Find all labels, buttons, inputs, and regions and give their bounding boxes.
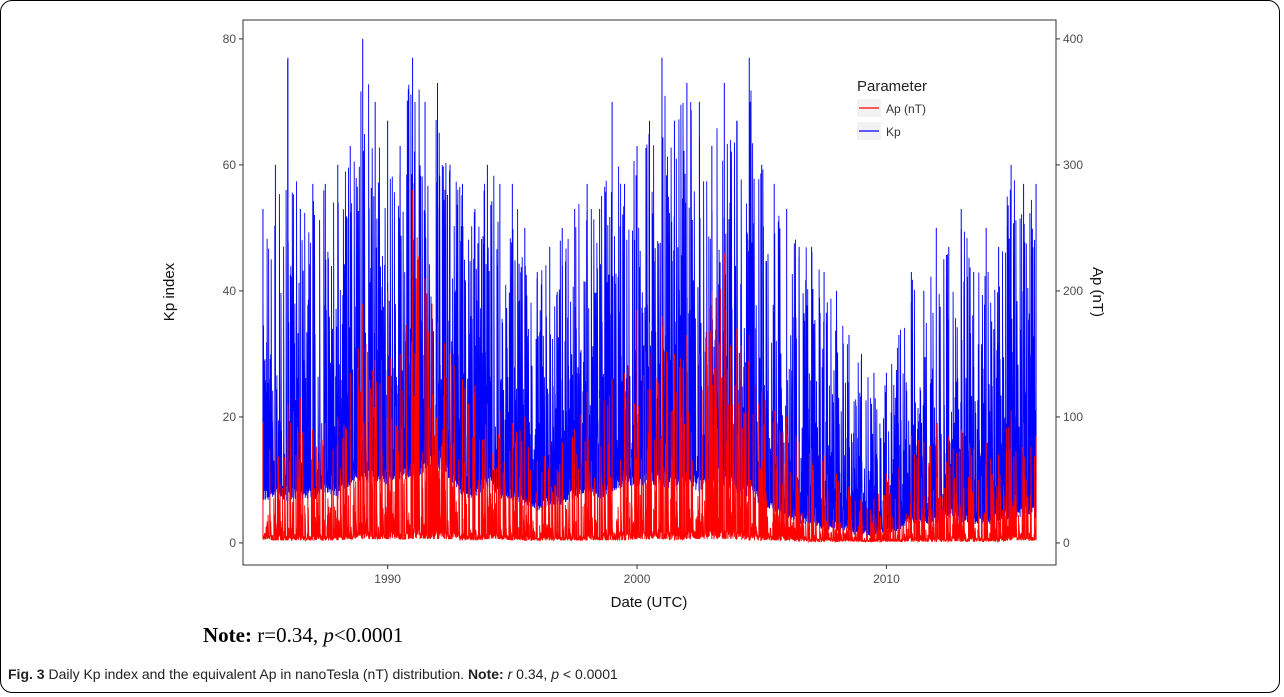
legend-title: Parameter <box>857 78 927 95</box>
y2-tick-label: 100 <box>1063 410 1083 424</box>
caption-p: p <box>551 666 559 682</box>
y2-tick-label: 0 <box>1063 536 1070 550</box>
caption-r-value: 0.34, <box>512 666 552 682</box>
y2-tick-label: 400 <box>1063 32 1083 46</box>
y2-tick-label: 300 <box>1063 158 1083 172</box>
figure-note: Note: r=0.34, p<0.0001 <box>203 623 403 648</box>
y-tick-label: 20 <box>223 410 237 424</box>
series-ap-nt <box>262 190 1037 544</box>
figure-caption: Fig. 3 Daily Kp index and the equivalent… <box>8 666 618 682</box>
x-tick-label: 1990 <box>374 572 401 586</box>
y-tick-label: 60 <box>223 158 237 172</box>
plot-panel-border <box>242 19 1057 566</box>
axis-layer: 0 20 40 60 80 0 100 200 300 400 1990 2000 2010 <box>223 32 1084 586</box>
x-tick-label: 2000 <box>624 572 651 586</box>
legend-label-kp: Kp <box>886 125 901 139</box>
caption-r: r <box>507 666 513 682</box>
caption-label: Fig. 3 <box>8 666 45 682</box>
y2-tick-label: 200 <box>1063 284 1083 298</box>
x-tick-label: 2010 <box>873 572 900 586</box>
note-r: r=0.34, <box>257 623 324 647</box>
y-tick-label: 0 <box>229 536 236 550</box>
y2-axis-title: Ap (nT) <box>1089 267 1106 317</box>
x-axis-title: Date (UTC) <box>611 594 688 611</box>
legend-label-ap: Ap (nT) <box>886 102 926 116</box>
caption-p-value: < 0.0001 <box>559 666 618 682</box>
caption-text: Daily Kp index and the equivalent Ap in … <box>44 666 468 682</box>
legend: Parameter Ap (nT) Kp <box>857 78 927 140</box>
note-p-value: <0.0001 <box>333 623 404 647</box>
caption-note-label: Note: <box>467 666 504 682</box>
y-tick-label: 80 <box>223 32 237 46</box>
note-p: p <box>323 623 334 647</box>
note-label: Note: <box>203 623 252 647</box>
series-layer <box>262 38 1037 544</box>
y-tick-label: 40 <box>223 284 237 298</box>
y-axis-title: Kp index <box>161 262 178 321</box>
